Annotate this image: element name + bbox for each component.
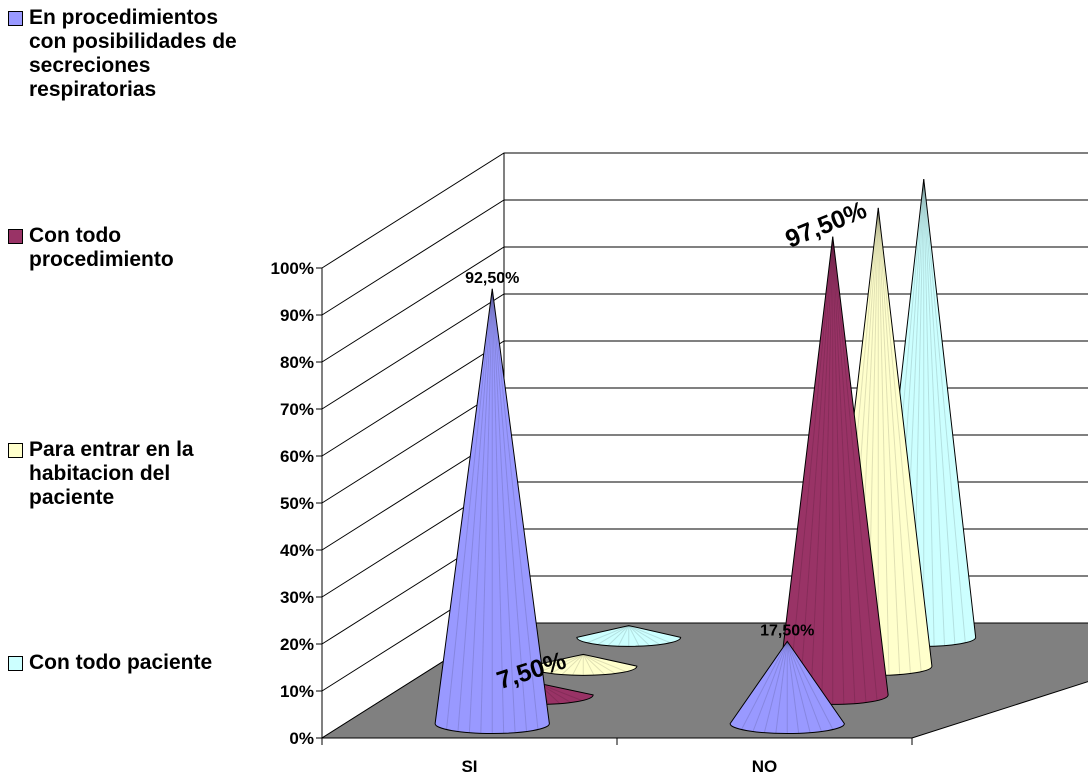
y-tick-label: 20% (280, 635, 314, 654)
cone-shading (821, 236, 834, 705)
y-tick-label: 40% (280, 541, 314, 560)
cone (776, 236, 889, 705)
cone-shading (923, 179, 935, 647)
cone-shading (582, 654, 606, 675)
cone-body (434, 288, 550, 734)
x-axis: SI NO (321, 738, 913, 776)
cone-shading (799, 236, 834, 703)
y-tick-label: 0% (289, 729, 314, 748)
y-tick-label: 70% (280, 400, 314, 419)
cone-shading (561, 654, 584, 675)
x-category-label: NO (752, 757, 778, 776)
legend-swatch-series-2 (8, 229, 23, 244)
cone-shading (786, 641, 834, 730)
gridline (321, 340, 1088, 457)
y-tick-label: 80% (280, 353, 314, 372)
cone-shading (923, 179, 946, 646)
cone-shading (582, 653, 616, 674)
gridline (321, 199, 1088, 316)
cone-shading (923, 179, 956, 645)
cone (729, 640, 845, 734)
gridline (321, 387, 1088, 504)
cone-shading (457, 288, 493, 732)
cone-shading (752, 641, 788, 732)
cone-shading (877, 207, 911, 674)
y-tick-label: 90% (280, 306, 314, 325)
cone-shading (480, 288, 493, 734)
legend-swatch-series-1 (8, 11, 23, 26)
y-tick-label: 10% (280, 682, 314, 701)
cone-shading (572, 654, 584, 676)
y-tick-label: 60% (280, 447, 314, 466)
cone-shading (877, 207, 922, 672)
gridline (321, 434, 1088, 551)
cone-shading (628, 625, 640, 647)
cone-shading (628, 625, 650, 646)
gridline (321, 293, 1088, 410)
cone-shading (617, 625, 630, 647)
y-tick-label: 30% (280, 588, 314, 607)
cone-shading (787, 236, 834, 701)
cone-shading (582, 654, 595, 676)
cone-shading (786, 641, 800, 734)
cone-shading (832, 236, 856, 704)
cone-shading (537, 682, 583, 702)
cone-body (729, 640, 845, 734)
cone-shading (775, 641, 788, 734)
cone-shading (550, 653, 584, 674)
cone-shading (583, 653, 627, 673)
cone-shading (810, 236, 834, 704)
legend-item-series-4: Con todo paciente (8, 651, 259, 675)
legend-label-series-1: En procedimientos con posibilidades de s… (29, 6, 237, 101)
cone-shading (491, 288, 528, 732)
cone-marks (434, 179, 977, 734)
cone-shading (763, 641, 788, 733)
cone-shading (877, 207, 901, 675)
cone-shading (832, 236, 878, 701)
legend-item-series-2: Con todo procedimiento (8, 224, 259, 272)
y-tick-label: 100% (271, 259, 314, 278)
cone-shading (587, 625, 629, 644)
cone-shading (468, 288, 493, 733)
cone-shading (491, 288, 505, 734)
x-category-label: SI (461, 757, 477, 776)
cone-shading (597, 625, 630, 645)
gridline (321, 152, 1088, 269)
cone-shading (741, 641, 788, 730)
gridline (321, 481, 1088, 598)
cone-shading (628, 625, 661, 645)
cone-shading (786, 641, 811, 733)
legend-label-series-4: Con todo paciente (29, 651, 213, 674)
cone-shading (607, 625, 630, 646)
legend-item-series-3: Para entrar en la habitacion del pacient… (8, 438, 259, 510)
gridline (321, 246, 1088, 363)
y-tick-label: 50% (280, 494, 314, 513)
legend-swatch-series-4 (8, 656, 23, 671)
cone (434, 288, 550, 734)
legend-swatch-series-3 (8, 443, 23, 458)
cone-shading (491, 288, 516, 733)
legend-item-series-1: En procedimientos con posibilidades de s… (8, 6, 259, 102)
data-label: 92,50% (465, 270, 519, 287)
cone-shading (923, 179, 966, 643)
cone (576, 625, 682, 647)
legend-label-series-3: Para entrar en la habitacion del pacient… (29, 438, 194, 509)
cone-shading (877, 207, 890, 676)
data-label: 17,50% (760, 622, 814, 639)
cone-shading (832, 236, 845, 705)
data-label: 97,50% (781, 196, 870, 254)
cone-body (576, 625, 682, 647)
cone-shading (446, 288, 493, 730)
y-axis: 0% 10% 20% 30% 40% 50% 60% 70% 80% 90% 100% (271, 259, 322, 748)
cone-shading (540, 653, 584, 673)
cone-shading (832, 236, 867, 703)
cone-shading (786, 641, 822, 732)
legend-label-series-2: Con todo procedimiento (29, 224, 174, 271)
cone-shading (491, 288, 539, 730)
cone-shading (628, 625, 671, 644)
